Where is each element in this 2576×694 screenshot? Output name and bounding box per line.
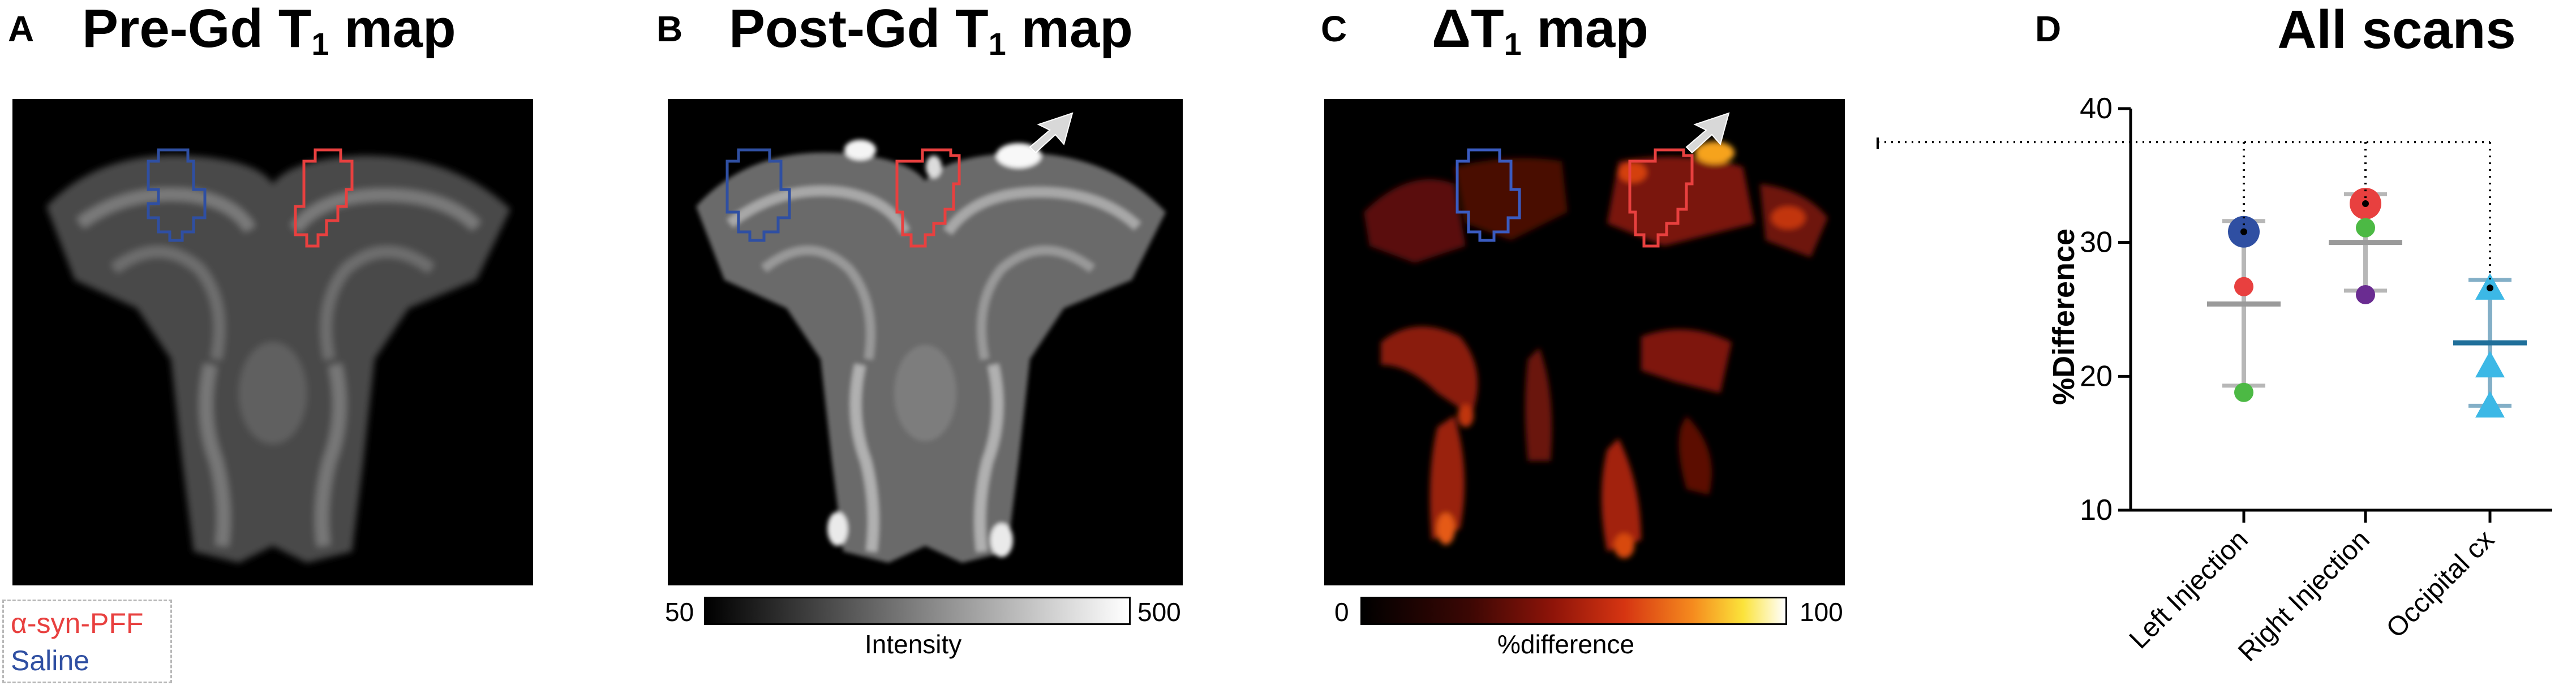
panel-a-title: Pre-Gd T1 map [82,0,456,62]
y-tick-label: 20 [2080,360,2113,393]
pre-gd-t1-map-image [12,99,533,585]
panel-d-letter: D [2035,8,2062,49]
intensity-colorbar-min: 50 [665,597,694,627]
percent-difference-colorbar-label: %difference [1497,630,1635,659]
chart-title: All scans [2277,0,2516,60]
post-gd-t1-map-image [668,99,1183,585]
panel-a-letter: A [8,8,35,49]
panel-c-title: ΔT1 map [1432,0,1648,62]
panel-b-title-tail: map [1006,0,1133,59]
intensity-colorbar [704,597,1131,625]
pff-roi-outline-a [294,148,354,248]
pff-roi-outline-b [895,148,961,248]
percent-difference-colorbar-max: 100 [1800,597,1843,627]
highlight-dot [2240,228,2247,235]
intensity-colorbar-label: Intensity [865,630,962,659]
panel-a-title-tail: map [329,0,456,59]
data-point [2475,273,2505,300]
data-point [2356,285,2375,304]
arrow-icon-b [1029,112,1074,154]
y-axis-label: %Difference [2047,229,2081,405]
x-tick-label: Right Injection [2232,524,2376,667]
panel-c-title-main: ΔT [1432,0,1504,59]
data-point [2234,277,2253,296]
y-tick-label: 10 [2080,494,2113,527]
data-point [2475,391,2505,418]
saline-roi-outline-a [147,148,207,242]
data-point [2234,382,2253,402]
data-point [2356,218,2375,238]
highlight-dot [2362,200,2369,208]
arrow-icon-c [1685,112,1730,154]
roi-legend: α-syn-PFF Saline [2,600,172,683]
panel-b-title: Post-Gd T1 map [729,0,1133,62]
panel-a-title-sub: 1 [311,26,329,62]
x-tick-label: Occipital cx [2381,524,2500,644]
panel-b-title-sub: 1 [988,26,1006,62]
legend-pff-label: α-syn-PFF [11,607,144,639]
percent-difference-colorbar-min: 0 [1334,597,1349,627]
saline-roi-outline-b [725,148,791,242]
saline-roi-outline-c [1456,148,1521,242]
pff-roi-outline-c [1628,148,1694,248]
y-tick-label: 40 [2080,92,2113,125]
data-point [2475,351,2505,378]
panel-b-letter: B [656,8,683,49]
x-tick-label: Left Injection [2124,524,2254,654]
highlight-dot [2487,285,2493,292]
delta-t1-map-image [1324,99,1845,585]
panel-c-letter: C [1321,8,1347,49]
panel-b-title-main: Post-Gd T [729,0,989,59]
panel-c-title-tail: map [1521,0,1648,59]
percent-difference-colorbar [1360,597,1787,625]
y-tick-label: 30 [2080,226,2113,259]
panel-a-title-main: Pre-Gd T [82,0,312,59]
data-point [2350,188,2381,220]
legend-saline-label: Saline [11,645,89,676]
data-point [2228,215,2260,248]
panel-c-title-sub: 1 [1504,26,1522,62]
intensity-colorbar-max: 500 [1137,597,1181,627]
